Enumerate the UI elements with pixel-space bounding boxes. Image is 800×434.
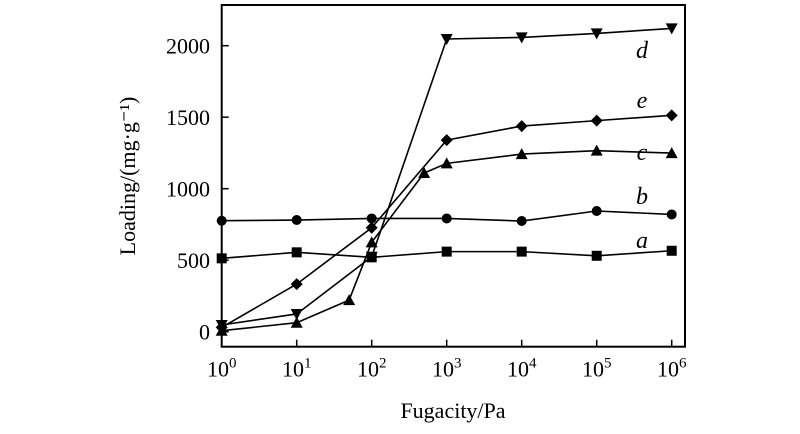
data-point-triangle-down: [590, 28, 603, 40]
data-point-triangle-down: [290, 308, 303, 320]
series-label-d: d: [636, 38, 649, 64]
data-point-diamond: [590, 114, 603, 127]
x-tick-label: 100: [207, 356, 237, 382]
data-point-circle: [516, 216, 527, 227]
data-point-diamond: [440, 134, 453, 147]
data-point-triangle-up: [290, 316, 303, 328]
data-point-circle: [291, 215, 302, 226]
data-point-triangle-up: [418, 166, 431, 178]
x-tick-label: 106: [657, 356, 687, 382]
data-point-square: [516, 246, 527, 257]
plot-frame: [220, 4, 686, 348]
x-tick-label: 103: [432, 356, 462, 382]
data-point-diamond: [665, 109, 678, 122]
x-tick-label: 101: [282, 356, 312, 382]
data-point-triangle-down: [665, 23, 678, 35]
data-point-triangle-up: [440, 157, 453, 169]
data-point-circle: [366, 213, 377, 224]
y-tick-label: 0: [199, 320, 210, 345]
data-point-triangle-down: [440, 33, 453, 45]
data-point-triangle-up: [343, 294, 356, 306]
series-label-e: e: [637, 88, 648, 114]
series-label-c: c: [637, 140, 648, 166]
data-point-triangle-down: [515, 32, 528, 44]
data-point-triangle-down: [365, 251, 378, 263]
x-tick-label: 105: [582, 356, 612, 382]
data-point-diamond: [515, 120, 528, 133]
data-point-triangle-up: [665, 147, 678, 159]
x-axis-label: Fugacity/Pa: [400, 398, 505, 423]
y-tick-label: 1000: [166, 177, 210, 202]
x-tick-label: 102: [357, 356, 387, 382]
y-tick-label: 500: [177, 248, 210, 273]
data-point-square: [666, 245, 677, 256]
data-point-square: [441, 246, 452, 257]
series-line-c: [221, 149, 672, 332]
y-tick-label: 2000: [166, 34, 210, 59]
data-point-square: [291, 247, 302, 258]
series-label-a: a: [636, 228, 648, 254]
data-point-circle: [666, 209, 677, 220]
data-point-triangle-up: [365, 236, 378, 248]
series-label-b: b: [636, 184, 648, 210]
data-point-triangle-up: [590, 144, 603, 156]
data-point-triangle-up: [515, 148, 528, 160]
series-e: e: [215, 88, 678, 334]
series-a: a: [216, 228, 677, 264]
y-tick-label: 1500: [166, 105, 210, 130]
data-point-circle: [591, 206, 602, 217]
series-group: abc de: [215, 23, 678, 336]
series-line-d: [221, 27, 672, 326]
axes-group: 100 101 102 103 104 105 106 0 500 1000 1500 2000: [166, 34, 687, 382]
y-axis-label: Loading/(mg·g⁻¹): [115, 97, 140, 256]
data-point-square: [591, 250, 602, 261]
data-point-diamond: [290, 278, 303, 291]
x-tick-label: 104: [507, 356, 537, 382]
series-c: c: [215, 140, 678, 336]
series-d: d: [215, 23, 678, 331]
data-point-circle: [441, 213, 452, 224]
data-point-diamond: [365, 221, 378, 234]
series-b: b: [216, 184, 677, 227]
